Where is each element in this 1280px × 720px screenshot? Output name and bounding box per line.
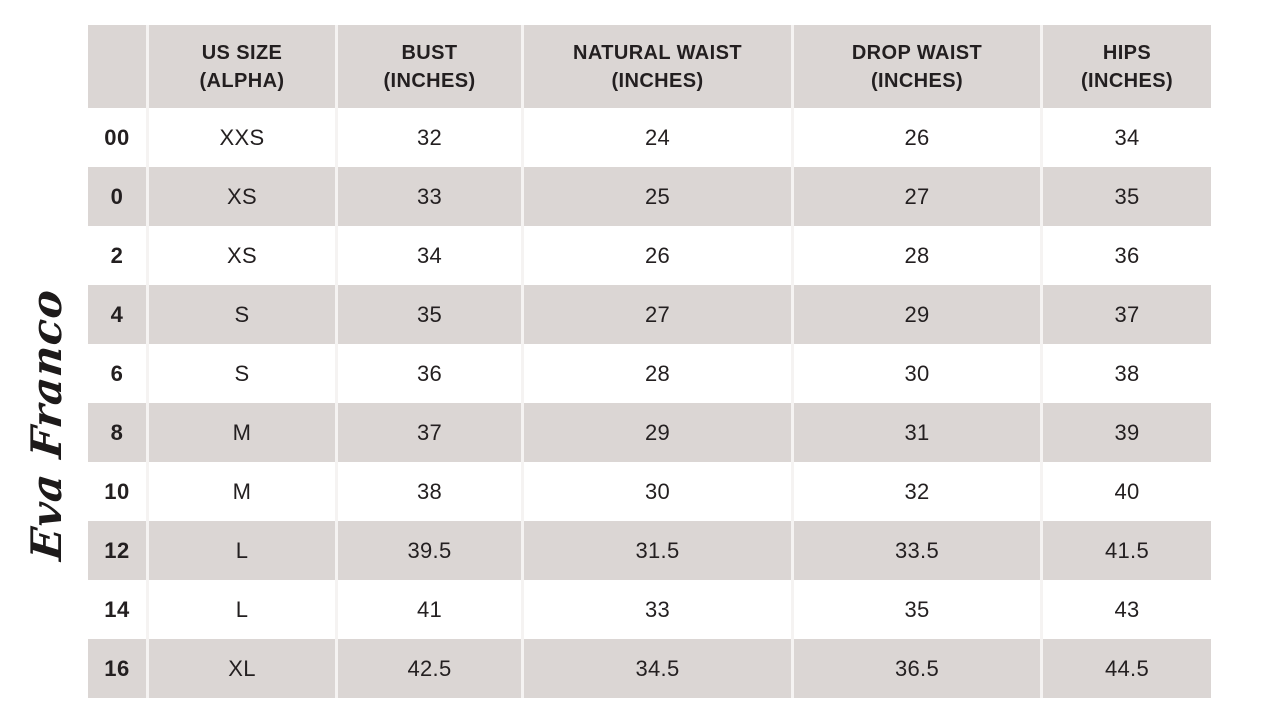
hips-column-header: HIPS (INCHES) [1040, 25, 1211, 108]
hips-cell: 43 [1040, 580, 1211, 639]
bust-cell: 42.5 [335, 639, 523, 698]
size-row-0: 0 XS 33 25 27 35 [88, 167, 1211, 226]
hips-cell: 35 [1040, 167, 1211, 226]
natural-waist-cell: 33 [521, 580, 793, 639]
us-size-alpha-cell: L [146, 521, 337, 580]
bust-cell: 38 [335, 462, 523, 521]
size-row-4: 4 S 35 27 29 37 [88, 285, 1211, 344]
us-size-numeric-cell: 14 [88, 580, 148, 639]
hips-cell: 37 [1040, 285, 1211, 344]
natural-waist-cell: 34.5 [521, 639, 793, 698]
natural-waist-cell: 26 [521, 226, 793, 285]
brand-logo: Eva Franco [21, 286, 71, 562]
us-size-alpha-cell: XXS [146, 108, 337, 167]
bust-cell: 32 [335, 108, 523, 167]
size-row-6: 6 S 36 28 30 38 [88, 344, 1211, 403]
natural-waist-cell: 28 [521, 344, 793, 403]
bust-cell: 37 [335, 403, 523, 462]
us-size-numeric-cell: 10 [88, 462, 148, 521]
bust-cell: 41 [335, 580, 523, 639]
us-size-numeric-cell: 00 [88, 108, 148, 167]
bust-cell: 33 [335, 167, 523, 226]
hips-cell: 39 [1040, 403, 1211, 462]
bust-cell: 35 [335, 285, 523, 344]
natural-waist-cell: 29 [521, 403, 793, 462]
us-size-alpha-cell: S [146, 285, 337, 344]
brand-logo-area: Eva Franco [0, 268, 92, 580]
us-size-numeric-cell: 4 [88, 285, 148, 344]
drop-waist-cell: 28 [791, 226, 1042, 285]
us-size-numeric-cell: 0 [88, 167, 148, 226]
hips-cell: 36 [1040, 226, 1211, 285]
hips-cell: 38 [1040, 344, 1211, 403]
empty-column-header [88, 25, 148, 108]
drop-waist-cell: 36.5 [791, 639, 1042, 698]
size-row-12: 12 L 39.5 31.5 33.5 41.5 [88, 521, 1211, 580]
drop-waist-cell: 27 [791, 167, 1042, 226]
hips-cell: 34 [1040, 108, 1211, 167]
us-size-alpha-cell: XL [146, 639, 337, 698]
drop-waist-cell: 35 [791, 580, 1042, 639]
drop-waist-cell: 29 [791, 285, 1042, 344]
us-size-alpha-cell: M [146, 462, 337, 521]
us-size-numeric-cell: 12 [88, 521, 148, 580]
natural-waist-cell: 24 [521, 108, 793, 167]
natural-waist-column-header: NATURAL WAIST (INCHES) [521, 25, 793, 108]
us-size-alpha-cell: XS [146, 226, 337, 285]
natural-waist-cell: 31.5 [521, 521, 793, 580]
drop-waist-cell: 30 [791, 344, 1042, 403]
drop-waist-cell: 33.5 [791, 521, 1042, 580]
us-size-alpha-cell: M [146, 403, 337, 462]
drop-waist-column-header: DROP WAIST (INCHES) [791, 25, 1042, 108]
hips-cell: 44.5 [1040, 639, 1211, 698]
us-size-numeric-cell: 16 [88, 639, 148, 698]
bust-cell: 39.5 [335, 521, 523, 580]
size-row-16: 16 XL 42.5 34.5 36.5 44.5 [88, 639, 1211, 698]
drop-waist-cell: 31 [791, 403, 1042, 462]
size-row-00: 00 XXS 32 24 26 34 [88, 108, 1211, 167]
hips-cell: 40 [1040, 462, 1211, 521]
us-size-numeric-cell: 6 [88, 344, 148, 403]
us-size-alpha-cell: S [146, 344, 337, 403]
bust-column-header: BUST (INCHES) [335, 25, 523, 108]
header-row: US SIZE (ALPHA) BUST (INCHES) NATURAL WAIS… [88, 25, 1211, 108]
us-size-numeric-cell: 8 [88, 403, 148, 462]
drop-waist-cell: 26 [791, 108, 1042, 167]
size-row-10: 10 M 38 30 32 40 [88, 462, 1211, 521]
size-chart-table: US SIZE (ALPHA) BUST (INCHES) NATURAL WAIS… [88, 25, 1211, 698]
bust-cell: 34 [335, 226, 523, 285]
us-size-alpha-column-header: US SIZE (ALPHA) [146, 25, 337, 108]
natural-waist-cell: 25 [521, 167, 793, 226]
us-size-numeric-cell: 2 [88, 226, 148, 285]
size-chart-header: US SIZE (ALPHA) BUST (INCHES) NATURAL WAIS… [88, 25, 1211, 108]
size-row-2: 2 XS 34 26 28 36 [88, 226, 1211, 285]
size-row-14: 14 L 41 33 35 43 [88, 580, 1211, 639]
us-size-alpha-cell: XS [146, 167, 337, 226]
drop-waist-cell: 32 [791, 462, 1042, 521]
hips-cell: 41.5 [1040, 521, 1211, 580]
us-size-alpha-cell: L [146, 580, 337, 639]
size-row-8: 8 M 37 29 31 39 [88, 403, 1211, 462]
natural-waist-cell: 30 [521, 462, 793, 521]
bust-cell: 36 [335, 344, 523, 403]
natural-waist-cell: 27 [521, 285, 793, 344]
size-chart-body: 00 XXS 32 24 26 34 0 XS 33 25 27 35 2 XS 34 26 28 36 4 S 35 2… [88, 108, 1211, 698]
